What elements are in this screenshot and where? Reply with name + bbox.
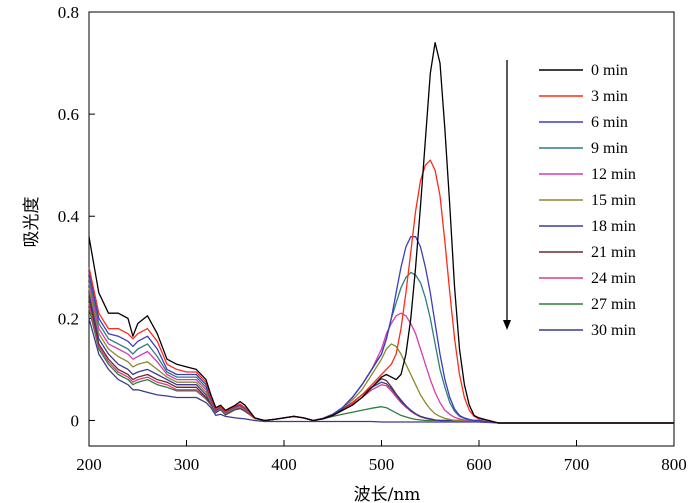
y-tick-label: 0 xyxy=(71,411,80,430)
series-line-30-min xyxy=(88,318,674,424)
legend-label: 0 min xyxy=(591,62,628,79)
legend-label: 30 min xyxy=(591,322,636,339)
legend-label: 18 min xyxy=(591,218,636,235)
x-tick-label: 800 xyxy=(661,455,687,474)
annotation-layer xyxy=(503,60,511,330)
legend-label: 12 min xyxy=(591,166,636,183)
series-line-21-min xyxy=(88,297,674,424)
plot-frame xyxy=(88,11,675,447)
x-tick-label: 500 xyxy=(369,455,395,474)
y-tick-label: 0.6 xyxy=(58,105,79,124)
x-tick-label: 700 xyxy=(564,455,590,474)
y-tick-label: 0.4 xyxy=(58,207,80,226)
series-line-15-min xyxy=(88,287,674,424)
x-tick-label: 300 xyxy=(174,455,200,474)
legend-label: 24 min xyxy=(591,270,636,287)
series-line-3-min xyxy=(88,159,674,424)
legend-label: 21 min xyxy=(591,244,636,261)
legend: 0 min 3 min 6 min 9 min 12 min 15 min 18 min 21… xyxy=(539,62,636,339)
x-axis-title: 波长/nm xyxy=(354,485,421,503)
series-line-0-min xyxy=(88,41,674,424)
series-line-6-min xyxy=(88,236,674,424)
x-tick-label: 200 xyxy=(76,455,102,474)
legend-label: 15 min xyxy=(591,192,636,209)
axes-layer: 200 300 400 500 600 700 800 0 0.2 0.4 0.6 0.8 xyxy=(58,3,687,474)
legend-label: 27 min xyxy=(591,296,636,313)
y-tick-label: 0.2 xyxy=(58,309,79,328)
legend-label: 9 min xyxy=(591,140,628,157)
trend-arrow-head xyxy=(503,320,511,330)
x-tick-label: 400 xyxy=(271,455,297,474)
series-layer xyxy=(88,41,674,424)
legend-label: 6 min xyxy=(591,114,628,131)
y-tick-label: 0.8 xyxy=(58,3,79,22)
x-tick-label: 600 xyxy=(466,455,492,474)
y-axis-title: 吸光度 xyxy=(22,197,42,248)
legend-label: 3 min xyxy=(591,88,628,105)
series-line-27-min xyxy=(88,307,674,424)
series-line-24-min xyxy=(88,302,674,424)
